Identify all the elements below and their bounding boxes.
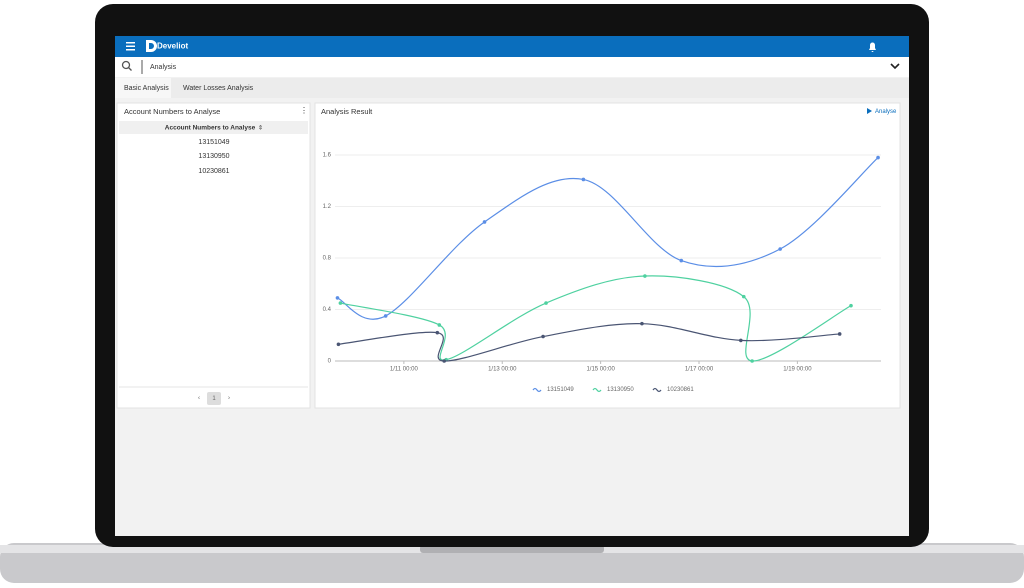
legend-label: 13151049	[547, 387, 574, 393]
y-tick-label: 0.4	[323, 307, 332, 313]
table-header	[119, 121, 308, 134]
analyse-icon[interactable]	[867, 108, 872, 114]
pager-number[interactable]: 1	[212, 396, 216, 402]
logo	[146, 40, 157, 52]
data-point	[679, 258, 684, 263]
search-bar[interactable]	[115, 57, 909, 77]
data-point	[544, 301, 548, 305]
table-row[interactable]: 13130950	[198, 153, 229, 160]
table-row[interactable]: 13151049	[198, 139, 229, 146]
data-point	[849, 303, 853, 308]
legend-icon	[532, 387, 542, 393]
data-point	[640, 321, 644, 326]
search-icon	[128, 67, 132, 71]
pager-prev[interactable]: ‹	[198, 396, 200, 402]
analyse-button[interactable]: Analyse	[875, 109, 897, 115]
x-tick-label: 1/13 00:00	[488, 367, 517, 373]
data-point	[750, 359, 754, 363]
y-tick-label: 1.2	[323, 204, 332, 210]
data-point	[336, 342, 341, 347]
top-bar	[115, 36, 909, 57]
data-point	[482, 220, 487, 224]
legend-label: 13130950	[607, 387, 634, 393]
table-row[interactable]: 10230861	[198, 168, 229, 175]
menu-icon[interactable]	[126, 42, 135, 51]
x-tick-label: 1/17 00:00	[685, 367, 714, 373]
panel-menu[interactable]: ⋮	[300, 106, 308, 115]
tab-active[interactable]	[115, 78, 171, 98]
x-tick-label: 1/15 00:00	[586, 367, 615, 373]
data-point	[837, 332, 842, 336]
data-point	[541, 334, 545, 339]
legend-label: 10230861	[667, 387, 694, 393]
tab[interactable]: Basic Analysis	[124, 85, 169, 92]
data-point	[741, 294, 746, 299]
brand: Develiot	[157, 42, 188, 51]
series-line	[340, 275, 852, 362]
pager-page[interactable]	[207, 392, 221, 405]
chart: 0 0.4 0.8 1.2 1.6 1/11 00:00 1/13 00:00 1/15 00…	[323, 153, 881, 393]
search-text[interactable]: Analysis	[150, 64, 177, 71]
pager-next[interactable]: ›	[228, 396, 230, 402]
data-point	[778, 247, 782, 251]
bell-icon[interactable]	[869, 42, 876, 53]
right-panel	[314, 102, 901, 409]
x-tick-label: 1/11 00:00	[390, 367, 419, 373]
data-point	[437, 323, 442, 327]
tab[interactable]: Water Losses Analysis	[183, 85, 254, 92]
data-point	[643, 274, 647, 278]
data-point	[435, 330, 440, 335]
panel-title: Analysis Result	[321, 107, 373, 116]
y-tick-label: 1.6	[323, 153, 332, 159]
left-panel	[116, 102, 311, 409]
x-tick-label: 1/19 00:00	[783, 367, 812, 373]
data-point	[739, 338, 743, 343]
data-point	[442, 359, 447, 363]
tab-bar	[115, 78, 909, 98]
y-tick-label: 0.8	[323, 256, 332, 262]
panel-title: Account Numbers to Analyse	[124, 107, 220, 116]
legend-icon	[652, 387, 662, 393]
legend-icon	[592, 387, 602, 393]
data-point	[876, 155, 880, 160]
data-point	[383, 314, 388, 318]
data-point	[335, 296, 340, 300]
dropdown-icon[interactable]	[890, 63, 900, 70]
data-point	[581, 177, 586, 182]
search-icon	[121, 60, 131, 70]
data-point	[338, 301, 343, 305]
sort-icon[interactable]: ⇕	[258, 125, 263, 132]
column-header[interactable]: Account Numbers to Analyse	[165, 125, 256, 132]
y-tick-label: 0	[328, 359, 332, 365]
